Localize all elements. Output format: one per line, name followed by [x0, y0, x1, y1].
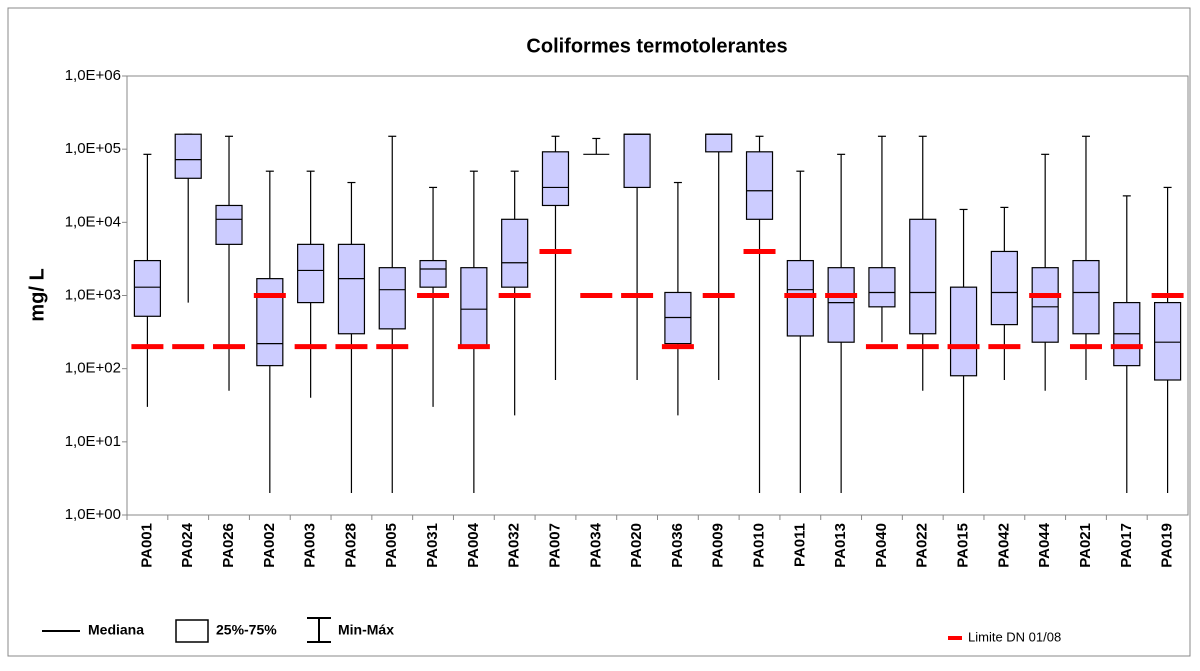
x-tick-label: PA026 [220, 523, 237, 568]
box [460, 267, 488, 348]
box [378, 267, 406, 330]
x-tick-label: PA011 [791, 523, 808, 567]
y-tick-label: 1,0E+00 [65, 506, 121, 523]
box [337, 243, 366, 335]
x-tick-label: PA020 [628, 523, 645, 568]
box [419, 259, 447, 288]
x-tick-label: PA004 [465, 522, 482, 567]
x-tick-label: PA021 [1077, 523, 1094, 568]
x-tick-label: PA024 [179, 522, 196, 567]
y-axis-label: mg/ L [26, 268, 48, 321]
x-tick-label: PA044 [1036, 522, 1053, 567]
box [133, 259, 162, 317]
box [909, 218, 937, 335]
x-tick-label: PA040 [873, 523, 890, 568]
x-tick-label: PA017 [1118, 523, 1135, 568]
y-tick-label: 1,0E+06 [65, 67, 121, 84]
box [501, 218, 529, 288]
y-tick-label: 1,0E+03 [65, 286, 121, 303]
box [1031, 267, 1059, 343]
x-tick-label: PA032 [506, 523, 523, 568]
x-tick-label: PA009 [710, 523, 727, 568]
box [541, 151, 570, 207]
x-tick-label: PA031 [424, 523, 441, 568]
x-tick-label: PA003 [302, 523, 319, 568]
box [174, 133, 202, 179]
box [949, 286, 978, 377]
legend-box-icon [175, 619, 209, 643]
x-tick-label: PA005 [383, 523, 400, 568]
y-tick-label: 1,0E+05 [65, 140, 121, 157]
x-tick-label: PA022 [914, 523, 931, 568]
x-tick-label: PA007 [546, 523, 563, 568]
box [215, 204, 243, 245]
legend-label: Mediana [88, 622, 144, 638]
box [1072, 259, 1100, 335]
box [786, 259, 814, 337]
box [705, 133, 733, 153]
x-tick-label: PA034 [587, 522, 604, 567]
box [297, 243, 325, 304]
legend-whisker-icon [307, 617, 331, 643]
box [745, 151, 774, 220]
box [623, 133, 651, 189]
box [827, 267, 855, 343]
legend-label: Min-Máx [338, 622, 394, 638]
box [256, 278, 284, 367]
x-tick-label: PA013 [832, 523, 849, 568]
x-tick-label: PA028 [342, 523, 359, 568]
x-tick-label: PA015 [955, 523, 972, 568]
x-tick-label: PA010 [750, 523, 767, 568]
legend-label: Limite DN 01/08 [968, 629, 1061, 644]
y-tick-label: 1,0E+02 [65, 360, 121, 377]
x-tick-label: PA036 [669, 523, 686, 568]
chart-border [7, 7, 1191, 657]
x-tick-label: PA001 [138, 523, 155, 568]
box [868, 267, 896, 308]
legend-limit-icon [948, 636, 962, 640]
box [1153, 301, 1182, 381]
box [990, 250, 1018, 326]
x-tick-label: PA042 [995, 523, 1012, 568]
x-tick-label: PA002 [261, 523, 278, 568]
y-tick-label: 1,0E+01 [65, 433, 121, 450]
chart-title: Coliformes termotolerantes [526, 35, 787, 57]
x-tick-label: PA019 [1159, 523, 1176, 568]
y-tick-label: 1,0E+04 [65, 213, 121, 230]
legend-label: 25%-75% [216, 622, 277, 638]
